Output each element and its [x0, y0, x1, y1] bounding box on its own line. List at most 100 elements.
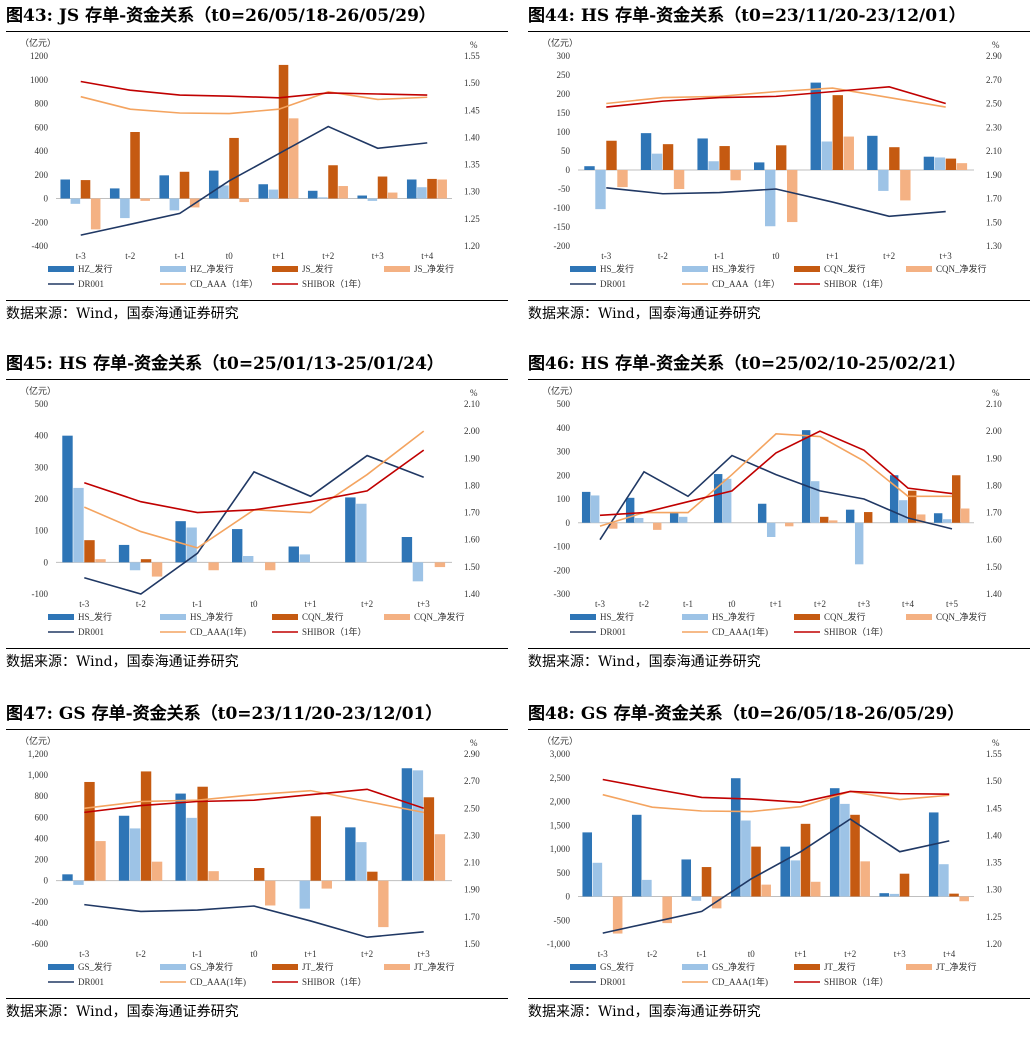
- bar-HS_发行: [584, 166, 595, 170]
- left-tick-label: 300: [557, 447, 571, 457]
- bar-CQN_发行: [662, 144, 674, 170]
- category-label: t+1: [273, 251, 285, 261]
- bar-HS_发行: [933, 513, 943, 523]
- category-label: t0: [250, 949, 258, 959]
- legend-label: SHIBOR（1年）: [302, 626, 367, 637]
- bar-HS_发行: [845, 509, 855, 523]
- left-axis-unit: （亿元）: [542, 735, 578, 746]
- bar-JS_净发行: [437, 179, 447, 199]
- source-rule: [528, 998, 1030, 999]
- legend-swatch: [906, 614, 932, 620]
- line-SHIBOR（1年）: [599, 430, 953, 517]
- legend-label: CD_AAA（1年）: [190, 278, 258, 289]
- line-CD_AAA(1年): [83, 430, 425, 549]
- bar-HZ_净发行: [318, 197, 328, 199]
- bar-HS_发行: [754, 162, 765, 170]
- right-tick-label: 1.30: [986, 885, 1002, 895]
- bar-HS_净发行: [590, 495, 600, 523]
- bar-HS_净发行: [299, 554, 310, 563]
- chart-title: 图46: HS 存单-资金关系（t0=25/02/10-25/02/21）: [528, 354, 966, 374]
- legend-label: JS_净发行: [414, 263, 454, 274]
- category-label: t+2: [322, 251, 334, 261]
- left-tick-label: 200: [557, 470, 571, 480]
- bar-JT_净发行: [208, 871, 219, 881]
- title-rule: [6, 31, 508, 32]
- bar-HS_发行: [757, 503, 767, 523]
- legend-label: CD_AAA（1年）: [712, 278, 780, 289]
- right-tick-label: 2.00: [464, 426, 480, 436]
- chart-figure-47: （亿元） % -600 -400 -200 0 200 400 600 800 1,000 1,200…: [20, 735, 480, 987]
- legend-label: SHIBOR（1年）: [824, 976, 889, 987]
- bar-HS_净发行: [634, 518, 644, 523]
- bar-HZ_净发行: [219, 185, 229, 199]
- bar-HS_发行: [923, 156, 935, 170]
- bar-GS_发行: [175, 793, 186, 881]
- bar-JT_净发行: [151, 861, 163, 881]
- bar-JT_净发行: [810, 881, 821, 897]
- bar-GS_发行: [62, 874, 73, 881]
- legend-label: CQN_发行: [824, 263, 866, 274]
- left-tick-label: -200: [32, 897, 49, 907]
- bar-JT_发行: [423, 797, 435, 881]
- bar-HS_净发行: [678, 516, 688, 523]
- legend-label: JT_净发行: [936, 961, 977, 972]
- data-source-note: 数据来源：Wind，国泰海通证券研究: [528, 654, 761, 670]
- bar-HS_发行: [713, 474, 723, 523]
- bar-CQN_发行: [606, 140, 617, 170]
- chart-figure-43: （亿元） % -400 -200 0 200 400 600 800 1000 1200 1.20 1.…: [20, 37, 480, 289]
- bar-GS_净发行: [889, 893, 900, 897]
- category-label: t-3: [76, 251, 86, 261]
- chart-figure-44: （亿元） % -200 -150 -100 -50 0 50 100 150 200 250 300 1.…: [542, 37, 1002, 289]
- category-label: t-1: [683, 599, 693, 609]
- category-label: t0: [748, 949, 756, 959]
- bar-HZ_净发行: [367, 198, 378, 201]
- right-tick-label: 2.90: [986, 51, 1002, 61]
- legend-swatch: [272, 266, 298, 272]
- bar-JT_净发行: [321, 880, 332, 889]
- bar-GS_净发行: [412, 770, 424, 881]
- category-label: t-1: [192, 949, 202, 959]
- left-tick-label: 1,000: [28, 770, 49, 780]
- figure-46-panel: 图46: HS 存单-资金关系（t0=25/02/10-25/02/21） （亿…: [528, 350, 1030, 685]
- bar-GS_发行: [345, 827, 356, 881]
- left-tick-label: 0: [44, 194, 49, 204]
- bar-JS_发行: [328, 165, 338, 199]
- category-label: t-1: [697, 949, 707, 959]
- legend-label: JT_净发行: [414, 961, 455, 972]
- legend-swatch: [272, 614, 298, 620]
- bar-HS_净发行: [651, 153, 663, 170]
- bar-HS_净发行: [766, 522, 776, 537]
- left-tick-label: -100: [554, 542, 571, 552]
- bar-GS_净发行: [129, 828, 141, 881]
- bar-HS_净发行: [810, 481, 820, 523]
- right-tick-label: 2.00: [986, 426, 1002, 436]
- bar-CQN_发行: [908, 490, 917, 523]
- category-label: t+3: [372, 251, 385, 261]
- category-label: t+4: [421, 251, 434, 261]
- bar-HS_净发行: [821, 141, 832, 170]
- legend-label: DR001: [78, 627, 104, 637]
- left-tick-label: -100: [32, 589, 49, 599]
- bar-JS_净发行: [140, 198, 150, 201]
- chart-title: 图43: JS 存单-资金关系（t0=26/05/18-26/05/29）: [6, 6, 436, 26]
- left-tick-label: -400: [32, 241, 49, 251]
- bar-JS_发行: [179, 171, 190, 199]
- left-tick-label: 50: [561, 146, 571, 156]
- legend-swatch: [682, 614, 708, 620]
- left-tick-label: 400: [557, 423, 571, 433]
- title-rule: [6, 379, 508, 380]
- bar-GS_净发行: [790, 860, 801, 897]
- data-source-note: 数据来源：Wind，国泰海通证券研究: [528, 1004, 761, 1020]
- legend-label: DR001: [78, 279, 104, 289]
- bar-HS_发行: [625, 497, 635, 523]
- bar-HS_净发行: [412, 562, 424, 582]
- category-label: t+1: [770, 599, 782, 609]
- line-DR001: [606, 187, 946, 218]
- legend-label: CQN_净发行: [414, 611, 465, 622]
- left-tick-label: 0: [566, 165, 571, 175]
- right-tick-label: 1.40: [986, 830, 1002, 840]
- line-SHIBOR（1年）: [602, 778, 950, 804]
- line-CD_AAA(1年): [602, 790, 950, 813]
- bar-CQN_发行: [889, 147, 900, 170]
- left-tick-label: 500: [557, 868, 571, 878]
